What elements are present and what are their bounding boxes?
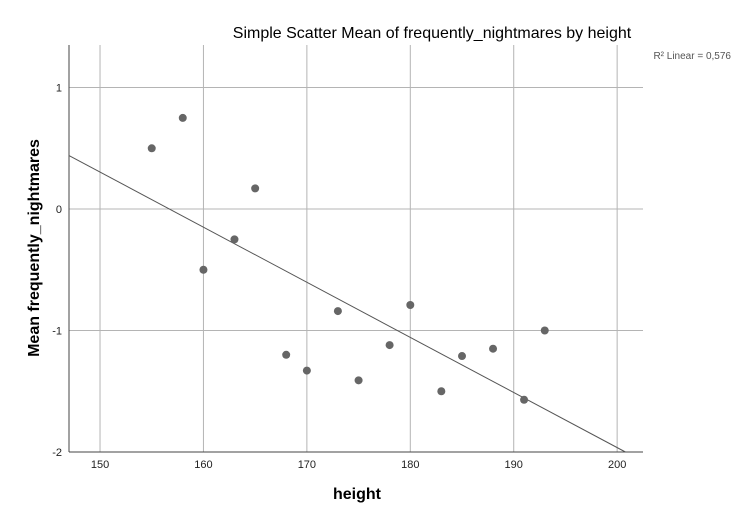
chart-title: Simple Scatter Mean of frequently_nightm…: [233, 25, 632, 42]
data-point-8: [354, 376, 363, 385]
x-tick-label: 190: [505, 459, 523, 471]
r2-linear-label: R² Linear = 0,576: [653, 51, 731, 62]
data-points: [147, 113, 549, 404]
y-axis-title: Mean frequently_nightmares: [26, 139, 43, 357]
x-tick-labels: 150 160 170 180 190 200: [91, 459, 626, 471]
x-tick-label: 180: [401, 459, 419, 471]
data-point-5: [282, 350, 291, 359]
data-point-0: [147, 144, 156, 153]
data-point-4: [251, 184, 260, 193]
y-tick-label: -2: [52, 447, 62, 459]
data-point-13: [489, 344, 498, 353]
x-tick-label: 150: [91, 459, 109, 471]
data-point-1: [178, 113, 187, 122]
x-tick-label: 170: [298, 459, 316, 471]
x-tick-label: 200: [608, 459, 626, 471]
data-point-15: [540, 326, 549, 335]
linear-fit-line: [68, 155, 626, 453]
y-tick-label: 1: [56, 83, 62, 95]
data-point-10: [406, 300, 415, 309]
y-tick-labels: 1 0 -1 -2: [52, 83, 62, 459]
data-point-12: [458, 352, 467, 361]
x-axis-title: height: [333, 486, 382, 503]
y-tick-label: -1: [52, 326, 62, 338]
data-point-3: [230, 235, 239, 244]
data-point-7: [333, 307, 342, 316]
axes: [68, 45, 643, 453]
data-point-2: [199, 265, 208, 274]
data-point-11: [437, 387, 446, 396]
data-point-9: [385, 341, 394, 350]
x-tick-label: 160: [194, 459, 212, 471]
data-point-6: [302, 366, 311, 375]
grid: [69, 45, 643, 453]
data-point-14: [520, 395, 529, 404]
y-tick-label: 0: [56, 204, 62, 216]
